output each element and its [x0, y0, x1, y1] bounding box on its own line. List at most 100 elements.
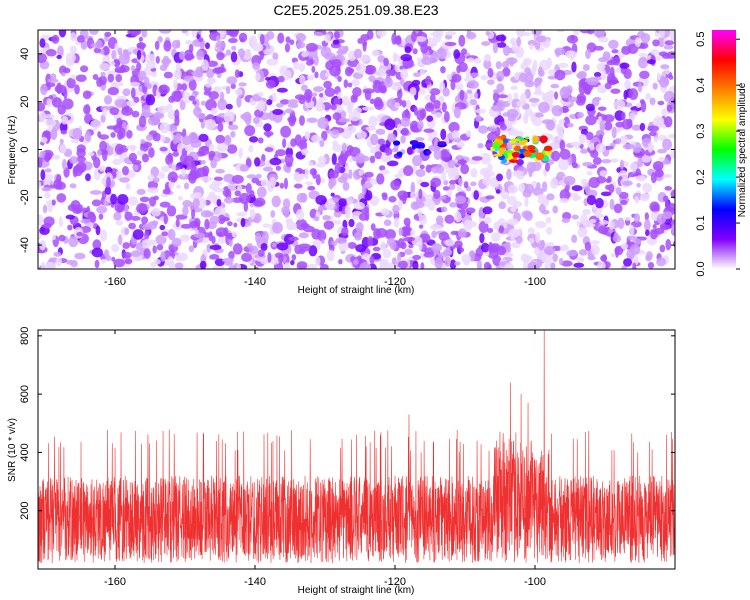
spectrogram-cell	[453, 106, 461, 119]
spectrogram-cell	[167, 228, 176, 241]
spectrogram-cell	[620, 243, 629, 250]
spectrogram-cell	[69, 156, 79, 165]
colorbar-tick-label: 0.0	[695, 261, 707, 276]
spectrogram-cell	[38, 111, 47, 123]
spectrogram-cell	[212, 265, 224, 269]
spectrogram-cell	[40, 169, 46, 181]
spectrogram-cell	[283, 69, 292, 80]
spectrogram-cell	[65, 52, 76, 64]
spectrogram-cell	[595, 197, 604, 209]
snr-series-line	[37, 329, 676, 564]
spectrogram-cell	[178, 173, 190, 180]
spectrogram-cell	[467, 80, 479, 89]
spectrogram-cell	[491, 104, 503, 112]
spectrogram-cell	[312, 168, 317, 180]
spectrogram-cell	[191, 160, 196, 169]
spectrogram-cell	[142, 223, 153, 230]
spectrogram-x-label: Height of straight line (km)	[298, 285, 415, 296]
spectrogram-cell	[239, 164, 250, 172]
spectrogram-cell	[496, 70, 505, 82]
colorbar-tick-label: 0.5	[695, 32, 707, 47]
spectrogram-cell	[410, 229, 416, 236]
spectrogram-cell	[233, 222, 238, 228]
spectrogram-cell	[148, 147, 155, 158]
spectrogram-cell	[342, 95, 350, 106]
spectrogram-cell	[578, 249, 588, 256]
spectrogram-cell	[563, 175, 576, 186]
spectrogram-cell	[669, 150, 675, 159]
spectrogram-feature-cell	[392, 140, 401, 146]
spectrogram-cell	[465, 68, 471, 79]
spectrogram-cell	[301, 84, 308, 92]
spectrogram-cell	[610, 252, 616, 258]
spectrogram-feature-cell	[535, 152, 545, 161]
spectrogram-cell	[444, 34, 453, 40]
spectrogram-cell	[163, 71, 173, 79]
spectrogram-cell	[663, 90, 675, 103]
spectrogram-cell	[122, 48, 129, 55]
spectrogram-cell	[298, 95, 306, 105]
spectrogram-cell	[627, 235, 637, 240]
spectrogram-cell	[486, 227, 494, 234]
spectrogram-cell	[401, 100, 407, 108]
spectrogram-cell	[554, 91, 559, 100]
spectrogram-cell	[332, 112, 342, 121]
spectrogram-y-tick-label: 0	[19, 146, 31, 152]
spectrogram-cell	[454, 261, 461, 266]
spectrogram-feature-cell	[492, 142, 501, 149]
spectrogram-cell	[53, 179, 63, 190]
spectrogram-cell	[496, 173, 503, 182]
spectrogram-cell	[570, 192, 579, 197]
spectrogram-cell	[115, 170, 122, 181]
spectrogram-cell	[582, 64, 590, 71]
spectrogram-cell	[645, 251, 653, 260]
spectrogram-cell	[589, 218, 597, 224]
spectrogram-cell	[523, 254, 533, 264]
spectrogram-cell	[545, 217, 552, 224]
spectrogram-cell	[313, 31, 323, 37]
spectrogram-cell	[502, 45, 511, 56]
spectrogram-cell	[324, 199, 336, 210]
spectrogram-cell	[412, 254, 422, 261]
spectrogram-cell	[266, 132, 271, 138]
spectrogram-cell	[448, 121, 460, 133]
spectrogram-cell	[284, 43, 291, 53]
spectrogram-cell	[568, 50, 575, 61]
spectrogram-cell	[369, 255, 375, 265]
spectrogram-cell	[498, 201, 506, 210]
spectrogram-cell	[311, 228, 321, 240]
spectrogram-cell	[215, 40, 226, 50]
spectrogram-cell	[132, 164, 139, 171]
spectrogram-cell	[412, 48, 418, 55]
spectrogram-cell	[376, 173, 385, 185]
spectrogram-cell	[284, 153, 294, 166]
spectrogram-cell	[171, 162, 176, 174]
spectrogram-cell	[541, 209, 550, 215]
spectrogram-cell	[214, 117, 224, 124]
spectrogram-cell	[397, 252, 402, 263]
spectrogram-cell	[626, 118, 633, 129]
spectrogram-cell	[300, 246, 310, 252]
spectrogram-feature-cell	[425, 150, 432, 155]
spectrogram-cell	[657, 100, 665, 106]
spectrogram-cell	[611, 126, 617, 139]
spectrogram-cell	[73, 164, 84, 177]
spectrogram-cell	[249, 208, 256, 220]
spectrogram-cell	[58, 216, 63, 228]
spectrogram-cell	[240, 113, 247, 120]
spectrogram-cell	[211, 235, 216, 245]
spectrogram-cell	[653, 136, 659, 143]
spectrogram-cells	[38, 30, 675, 269]
spectrogram-cell	[196, 49, 204, 61]
spectrogram-cell	[642, 182, 653, 193]
spectrogram-cell	[457, 159, 467, 165]
spectrogram-cell	[60, 129, 68, 135]
spectrogram-cell	[201, 165, 210, 176]
spectrogram-cell	[665, 238, 672, 251]
spectrogram-cell	[201, 59, 209, 71]
spectrogram-cell	[352, 259, 359, 266]
spectrogram-cell	[205, 42, 210, 50]
spectrogram-cell	[615, 187, 622, 195]
spectrogram-cell	[431, 243, 443, 253]
spectrogram-cell	[667, 133, 675, 139]
